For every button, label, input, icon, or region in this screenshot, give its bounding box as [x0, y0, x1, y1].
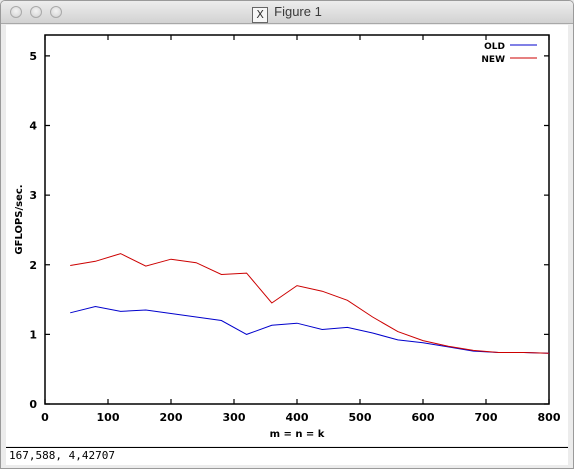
x-tick-label: 300	[223, 411, 246, 424]
x-tick-label: 400	[286, 411, 309, 424]
y-tick-label: 3	[29, 189, 37, 202]
x-tick-label: 200	[160, 411, 183, 424]
series-line-new	[70, 253, 550, 354]
y-tick-label: 4	[29, 120, 37, 133]
x-tick-label: 700	[475, 411, 498, 424]
legend-label-old: OLD	[484, 42, 505, 52]
y-tick-label: 0	[29, 398, 37, 411]
x-tick-label: 600	[412, 411, 435, 424]
plot-canvas[interactable]: 0 100 200 300 400 500 600 700 800 0 1 2 3 4 5 m = n = k…	[6, 25, 568, 446]
y-axis-label: GFLOPS/sec.	[14, 184, 25, 254]
window-title-wrap: X Figure 1	[1, 4, 573, 23]
cursor-coordinates: 167,588, 4,42707	[9, 449, 115, 462]
x-tick-label: 500	[349, 411, 372, 424]
close-button[interactable]	[10, 6, 22, 18]
y-tick-label: 5	[29, 50, 37, 63]
minimize-button[interactable]	[30, 6, 42, 18]
zoom-button[interactable]	[50, 6, 62, 18]
x-axis-label: m = n = k	[270, 429, 325, 440]
title-bar[interactable]: X Figure 1	[1, 1, 573, 24]
x11-icon: X	[252, 7, 269, 23]
y-tick-label: 2	[29, 259, 37, 272]
line-chart: 0 100 200 300 400 500 600 700 800 0 1 2 3 4 5 m = n = k…	[14, 34, 561, 440]
legend-label-new: NEW	[481, 55, 505, 65]
y-tick-label: 1	[29, 328, 37, 341]
plot-frame	[44, 34, 550, 405]
series-line-old	[70, 305, 550, 354]
window-title: Figure 1	[274, 4, 322, 19]
x-tick-label: 0	[41, 411, 49, 424]
x-tick-label: 100	[97, 411, 120, 424]
x-tick-label: 800	[538, 411, 561, 424]
status-bar: 167,588, 4,42707	[6, 447, 568, 465]
